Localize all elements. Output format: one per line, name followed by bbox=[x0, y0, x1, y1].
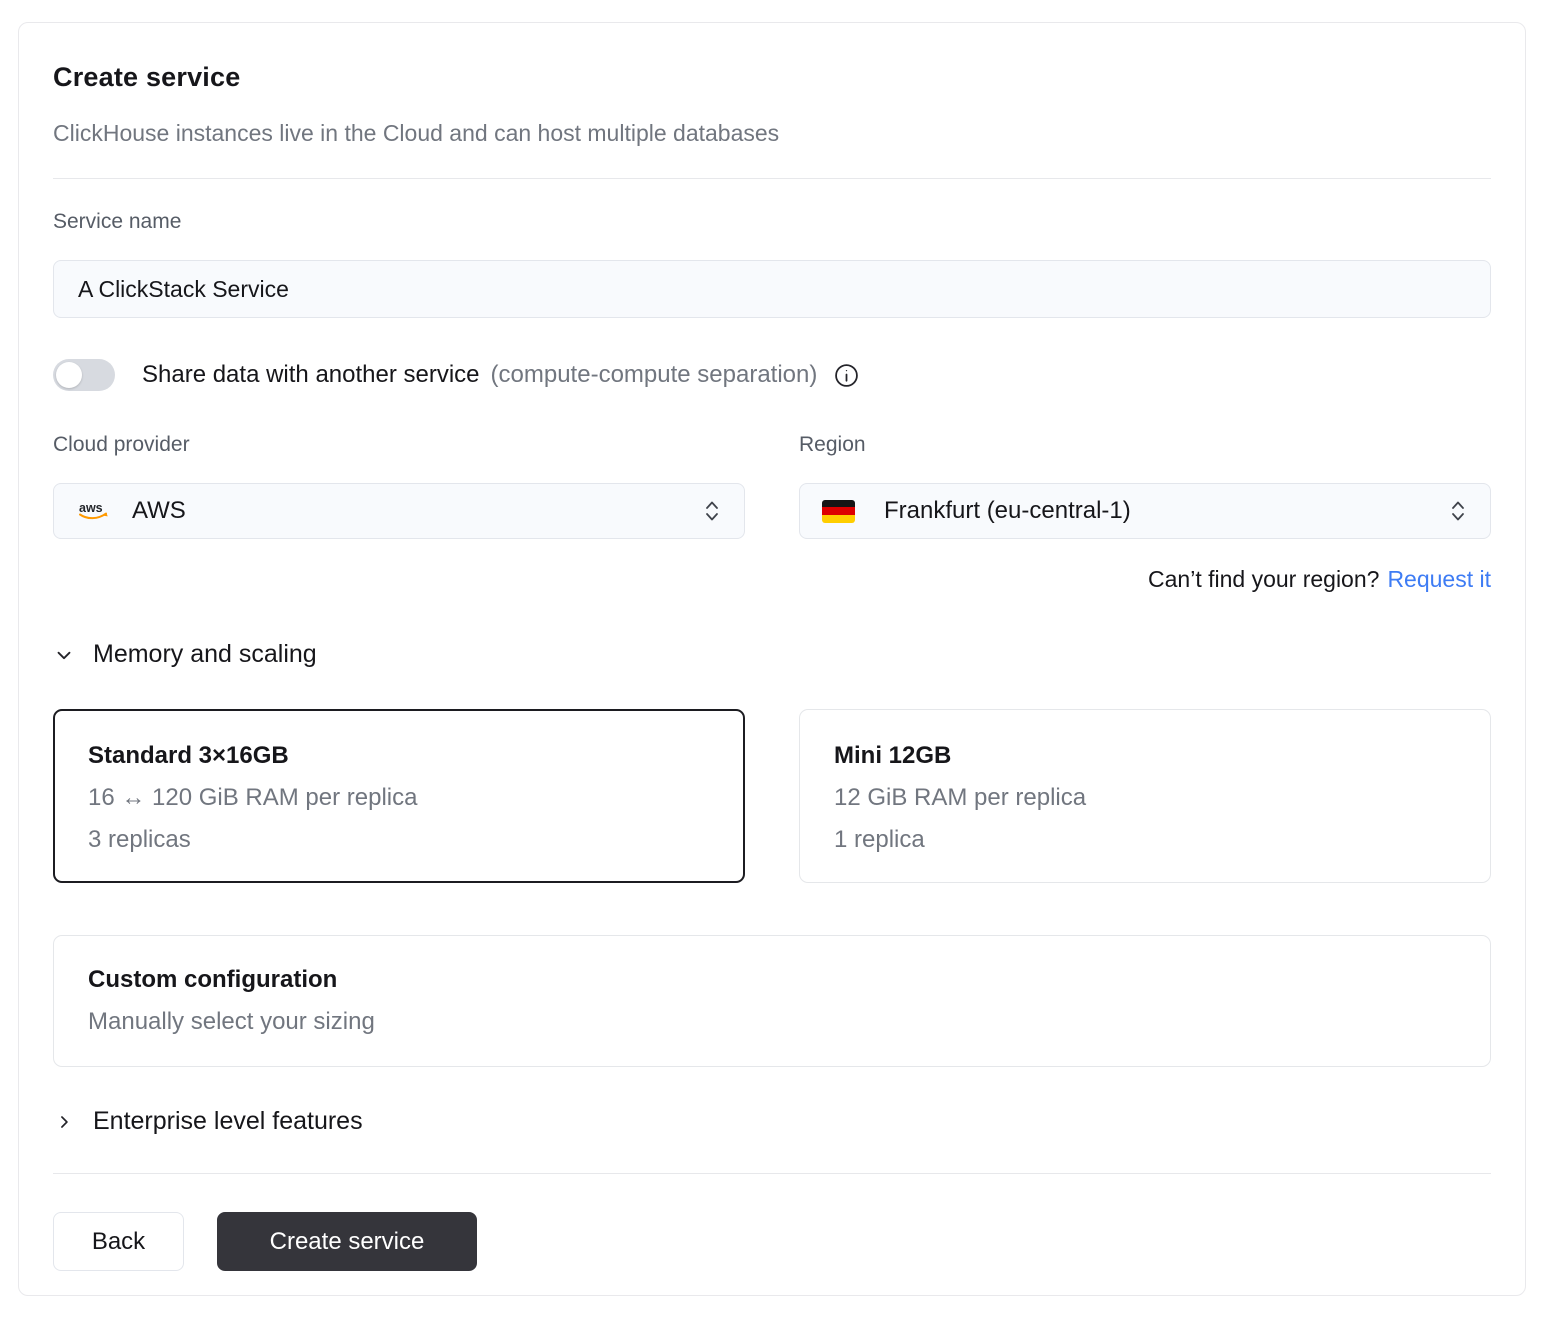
back-button[interactable]: Back bbox=[53, 1212, 184, 1271]
sizing-options: Standard 3×16GB 16 ↔ 120 GiB RAM per rep… bbox=[53, 709, 1491, 883]
region-select[interactable]: Frankfurt (eu-central-1) bbox=[799, 483, 1491, 539]
germany-flag-icon bbox=[822, 499, 855, 523]
region-label: Region bbox=[799, 433, 866, 456]
option-title: Standard 3×16GB bbox=[88, 742, 289, 769]
toggle-knob bbox=[56, 362, 82, 388]
enterprise-header-label: Enterprise level features bbox=[93, 1107, 363, 1135]
footer-actions: Back Create service bbox=[53, 1212, 1491, 1271]
custom-config-title: Custom configuration bbox=[88, 966, 338, 993]
option-ram-line: 12 GiB RAM per replica bbox=[834, 784, 1087, 811]
cloud-provider-select[interactable]: aws AWS bbox=[53, 483, 745, 539]
chevron-down-icon bbox=[53, 644, 75, 666]
option-title: Mini 12GB bbox=[834, 742, 952, 769]
memory-scaling-header-label: Memory and scaling bbox=[93, 640, 317, 668]
create-service-button[interactable]: Create service bbox=[217, 1212, 477, 1271]
region-value: Frankfurt (eu-central-1) bbox=[884, 497, 1131, 524]
svg-text:aws: aws bbox=[79, 501, 103, 515]
provider-region-grid: Cloud provider aws AWS bbox=[53, 433, 1491, 593]
chevron-updown-icon bbox=[1448, 498, 1468, 524]
share-data-toggle-sublabel: (compute-compute separation) bbox=[490, 361, 818, 388]
chevron-right-icon bbox=[53, 1111, 75, 1133]
footer-divider bbox=[53, 1173, 1491, 1174]
region-helper-text: Can’t find your region? bbox=[1148, 566, 1380, 592]
cloud-provider-label: Cloud provider bbox=[53, 433, 190, 456]
aws-logo-icon: aws bbox=[76, 498, 112, 524]
custom-config-subtitle: Manually select your sizing bbox=[88, 1008, 375, 1035]
page-subtitle: ClickHouse instances live in the Cloud a… bbox=[53, 120, 780, 146]
share-data-toggle[interactable] bbox=[53, 359, 115, 391]
region-helper: Can’t find your region? Request it bbox=[799, 566, 1491, 593]
chevron-updown-icon bbox=[702, 498, 722, 524]
option-ram-line: 16 ↔ 120 GiB RAM per replica bbox=[88, 784, 418, 811]
cloud-provider-value: AWS bbox=[132, 497, 186, 524]
memory-scaling-section-header[interactable]: Memory and scaling bbox=[53, 640, 1491, 669]
page-title: Create service bbox=[53, 62, 241, 92]
option-replicas-line: 3 replicas bbox=[88, 826, 191, 853]
option-replicas-line: 1 replica bbox=[834, 826, 925, 853]
share-data-toggle-label: Share data with another service bbox=[142, 361, 480, 388]
sizing-option-mini[interactable]: Mini 12GB 12 GiB RAM per replica 1 repli… bbox=[799, 709, 1491, 883]
header-divider bbox=[53, 178, 1491, 179]
service-name-input[interactable] bbox=[53, 260, 1491, 318]
share-data-toggle-row: Share data with another service (compute… bbox=[53, 359, 1491, 391]
custom-configuration-card[interactable]: Custom configuration Manually select you… bbox=[53, 935, 1491, 1067]
region-field: Region Frankfurt (eu-central-1) Can’t fi… bbox=[799, 433, 1491, 593]
create-service-dialog: Create service ClickHouse instances live… bbox=[18, 22, 1526, 1296]
enterprise-features-section-header[interactable]: Enterprise level features bbox=[53, 1107, 1491, 1136]
info-icon[interactable] bbox=[834, 363, 859, 388]
sizing-option-standard[interactable]: Standard 3×16GB 16 ↔ 120 GiB RAM per rep… bbox=[53, 709, 745, 883]
cloud-provider-field: Cloud provider aws AWS bbox=[53, 433, 745, 539]
service-name-label: Service name bbox=[53, 210, 182, 233]
request-region-link[interactable]: Request it bbox=[1387, 566, 1491, 592]
